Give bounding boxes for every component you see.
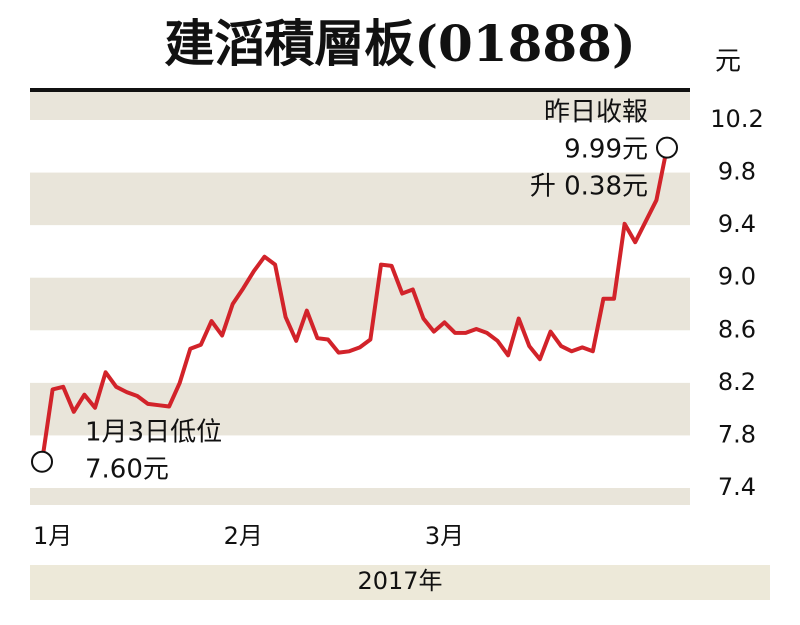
y-tick-label: 9.4 xyxy=(718,210,756,238)
y-tick-label: 7.4 xyxy=(718,473,756,501)
x-tick-label: 2月 xyxy=(224,522,263,550)
price-line xyxy=(40,147,669,462)
grid-band xyxy=(30,225,690,278)
y-tick-label: 7.8 xyxy=(718,420,756,448)
year-band xyxy=(30,565,770,600)
y-unit: 元 xyxy=(715,47,741,77)
chart-title: 建滔積層板(01888) xyxy=(164,14,635,73)
x-tick-label: 3月 xyxy=(425,522,464,550)
annotation: 昨日收報 xyxy=(544,98,648,128)
grid-band xyxy=(30,435,690,488)
annotation: 1月3日低位 xyxy=(85,418,222,448)
grid-band xyxy=(30,330,690,383)
y-tick-label: 8.2 xyxy=(718,368,756,396)
grid-band xyxy=(30,120,690,173)
annotation: 升 0.38元 xyxy=(530,172,648,202)
annotation: 7.60元 xyxy=(85,455,169,485)
x-axis-label: 2017年 xyxy=(357,567,442,595)
end-marker xyxy=(656,136,678,159)
annotation: 9.99元 xyxy=(564,135,648,165)
y-tick-label: 9.0 xyxy=(718,263,756,291)
y-tick-label: 9.8 xyxy=(718,158,756,186)
y-tick-label: 10.2 xyxy=(710,105,763,133)
x-tick-label: 1月 xyxy=(33,522,72,550)
y-tick-label: 8.6 xyxy=(718,315,756,343)
plot: 10.2 9.8 9.4 9.0 8.6 8.2 7.8 7.4 1月 2月 3月 1月3日低位 7.6… xyxy=(30,98,764,550)
end-marker xyxy=(31,450,53,473)
